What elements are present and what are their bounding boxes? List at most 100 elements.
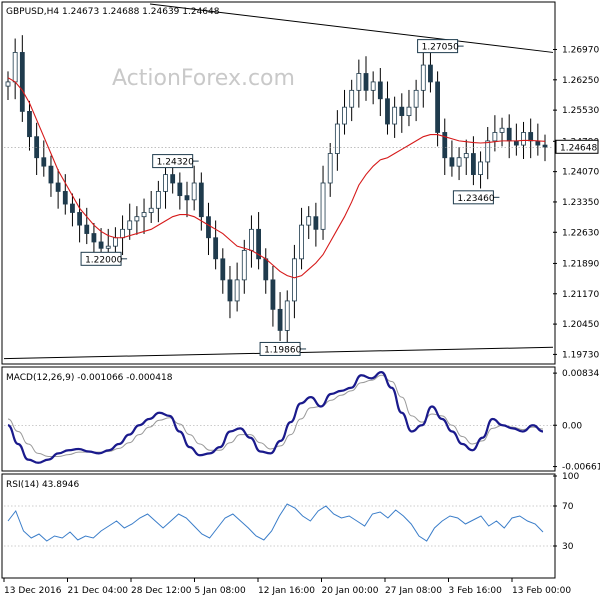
- candle-body: [220, 258, 226, 281]
- candle-body: [5, 81, 11, 87]
- annotation-label: 1.24320: [157, 158, 194, 168]
- candle-body: [399, 106, 405, 117]
- candle-body: [413, 89, 419, 108]
- candle: [91, 223, 97, 256]
- candle: [227, 265, 233, 319]
- current-price-box: [555, 139, 599, 154]
- level-annotation: 1.24320: [152, 154, 199, 169]
- time-axis-label: 27 Jan 08:00: [385, 586, 442, 596]
- macd-line: [7, 371, 544, 464]
- candle-body: [470, 153, 476, 175]
- candle: [406, 89, 412, 127]
- level-annotation: 1.22000: [80, 251, 128, 266]
- candle-body: [521, 132, 526, 146]
- candle-body: [299, 224, 304, 260]
- candle: [463, 139, 469, 175]
- candle-body: [542, 144, 548, 148]
- level-annotation: 1.27050: [417, 39, 464, 54]
- price-tick-label: 1.22630: [562, 228, 599, 238]
- candle: [377, 68, 383, 117]
- candle-body: [234, 279, 240, 302]
- candle-body: [19, 52, 25, 112]
- price-tick-label: 1.19730: [562, 350, 599, 360]
- macd-tick-label: 0.00: [562, 421, 582, 431]
- candle-body: [370, 81, 376, 91]
- candle-body: [55, 182, 61, 192]
- candle-body: [249, 228, 254, 251]
- candle: [155, 180, 161, 223]
- candle: [55, 169, 61, 209]
- time-axis-label: 3 Feb 16:00: [449, 586, 503, 596]
- annotation-label: 1.19860: [264, 345, 301, 355]
- candle: [492, 115, 498, 152]
- price-tick-label: 1.26250: [562, 76, 599, 86]
- candle-body: [492, 132, 498, 142]
- candle: [77, 198, 82, 243]
- candle-body: [270, 279, 276, 310]
- candle: [327, 142, 333, 197]
- annotation-label: 1.27050: [422, 43, 459, 53]
- candle: [62, 174, 68, 215]
- candle-body: [485, 140, 491, 163]
- candle-body: [392, 106, 398, 125]
- macd-tick-label: -0.00661: [562, 463, 600, 473]
- annotation-label: 1.22000: [85, 255, 122, 265]
- candle-body: [499, 127, 505, 133]
- candle: [70, 193, 75, 227]
- candle: [320, 165, 326, 240]
- candle-body: [406, 106, 412, 117]
- candle: [234, 262, 240, 312]
- candle-body: [120, 228, 125, 239]
- price-tick-label: 1.23350: [562, 198, 599, 208]
- candle-body: [77, 212, 82, 226]
- rsi-line: [7, 503, 544, 542]
- rsi-tick-label: 30: [562, 542, 574, 552]
- current-price-label: 1.24648: [560, 143, 597, 153]
- candle-body: [320, 182, 326, 230]
- candle: [542, 134, 548, 162]
- candle: [470, 136, 476, 186]
- candle: [277, 292, 283, 341]
- candle-body: [306, 216, 312, 226]
- candle: [485, 126, 491, 180]
- candle: [184, 181, 190, 218]
- candle-body: [148, 207, 154, 213]
- candle-body: [41, 157, 47, 167]
- candle: [27, 100, 32, 151]
- price-tick-label: 1.26970: [562, 45, 599, 55]
- candle-body: [377, 81, 383, 100]
- macd-plot: 0.008341 0.00 -0.00661: [4, 369, 600, 473]
- candle: [313, 202, 319, 247]
- candle-body: [506, 127, 512, 142]
- moving-average-line: [7, 77, 546, 279]
- time-axis-label: 21 Dec 04:00: [68, 586, 129, 596]
- annotation-label: 1.23460: [457, 194, 494, 204]
- current-price-marker: 1.24648: [555, 139, 599, 154]
- candle-body: [184, 195, 190, 201]
- candle-body: [313, 216, 319, 230]
- rsi-tick-label: 70: [562, 502, 574, 512]
- candle-body: [456, 157, 462, 167]
- price-tick-label: 1.21890: [562, 259, 599, 269]
- candle: [284, 290, 290, 345]
- candle-body: [334, 123, 340, 154]
- candle: [177, 172, 183, 210]
- candle: [449, 140, 455, 177]
- candle: [413, 79, 419, 122]
- candle-body: [91, 233, 97, 243]
- rsi-label: RSI(14) 43.8946: [6, 480, 79, 490]
- candle: [127, 203, 133, 240]
- price-plot: 1.269701.262501.255301.247901.240701.233…: [3, 3, 599, 360]
- price-tick-label: 1.20450: [562, 320, 599, 330]
- candle: [291, 244, 297, 319]
- candle-body: [62, 191, 68, 205]
- candle-body: [342, 106, 347, 125]
- candle: [456, 147, 462, 181]
- candle-body: [356, 73, 362, 91]
- candle: [349, 79, 355, 122]
- candle-body: [442, 132, 448, 159]
- candle: [356, 59, 362, 108]
- candle-body: [277, 308, 283, 331]
- candle: [334, 110, 340, 171]
